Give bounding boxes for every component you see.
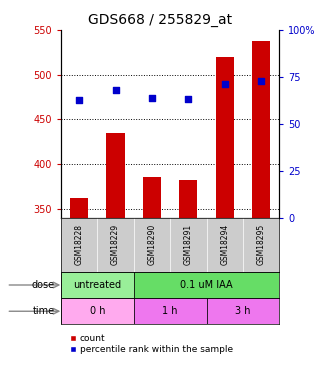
Bar	[134, 298, 206, 324]
Bar	[61, 298, 134, 324]
Bar	[107, 133, 125, 218]
Point	[186, 96, 191, 102]
Point	[258, 78, 264, 84]
Legend: count, percentile rank within the sample: count, percentile rank within the sample	[65, 330, 237, 357]
Bar	[143, 177, 161, 218]
Bar	[134, 272, 279, 298]
Bar	[179, 180, 197, 218]
Text: untreated: untreated	[73, 280, 121, 290]
Point	[113, 87, 118, 93]
Text: GSM18229: GSM18229	[111, 224, 120, 265]
Point	[77, 97, 82, 103]
Text: dose: dose	[31, 280, 55, 290]
Bar	[216, 57, 234, 217]
Text: 0.1 uM IAA: 0.1 uM IAA	[180, 280, 233, 290]
Point	[222, 81, 227, 87]
Text: 0 h: 0 h	[90, 306, 105, 316]
Bar	[61, 272, 134, 298]
Point	[149, 95, 154, 101]
Text: time: time	[32, 306, 55, 316]
Text: GDS668 / 255829_at: GDS668 / 255829_at	[89, 13, 232, 27]
Text: GSM18228: GSM18228	[75, 224, 84, 265]
Text: 3 h: 3 h	[235, 306, 251, 316]
Text: GSM18291: GSM18291	[184, 224, 193, 265]
Text: GSM18295: GSM18295	[256, 224, 265, 265]
Bar	[206, 298, 279, 324]
Text: 1 h: 1 h	[162, 306, 178, 316]
Bar	[70, 198, 88, 217]
Text: GSM18290: GSM18290	[147, 224, 156, 265]
Bar	[252, 41, 270, 218]
Text: GSM18294: GSM18294	[220, 224, 229, 265]
